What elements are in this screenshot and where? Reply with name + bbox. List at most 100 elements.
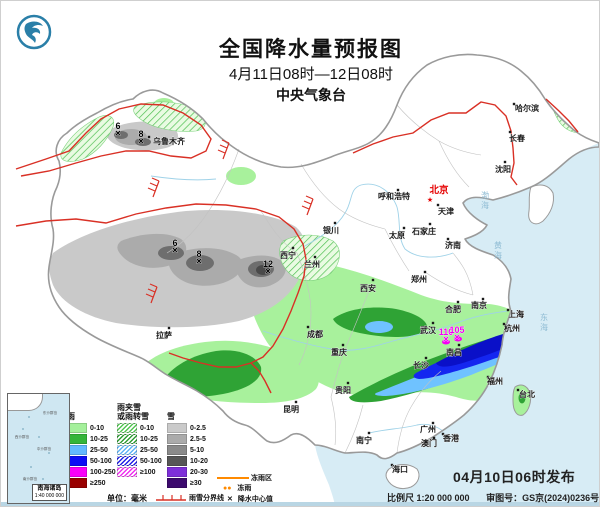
- city-dot: [432, 436, 436, 440]
- city-label: 兰州: [304, 259, 320, 269]
- scale-and-approval: 比例尺 1:20 000 000 审图号：GS京(2024)0236号: [387, 491, 599, 504]
- city-dot: [333, 221, 337, 225]
- center-x-marker: ✕: [443, 335, 450, 344]
- legend: 雨 0-10 10-25 25-50 50-100 100-250 ≥250 雨夹雪 或雨转雪 0…: [59, 403, 311, 505]
- legend-swatch: [67, 423, 87, 433]
- city-dot: [457, 343, 461, 347]
- city-dot: [486, 375, 490, 379]
- legend-item: ≥250: [67, 478, 116, 488]
- center-value: 6: [172, 238, 177, 248]
- city-dot: [390, 463, 394, 467]
- map-title: 全国降水量预报图: [219, 38, 403, 61]
- city-label: 台北: [519, 389, 535, 399]
- legend-swatch: [67, 445, 87, 455]
- cma-logo-icon: [16, 14, 52, 50]
- legend-center-value: ✕ 降水中心值: [227, 496, 273, 503]
- freezing-rain-area-icon: [217, 477, 249, 480]
- legend-item: 20-30: [167, 467, 208, 477]
- city-dot: [367, 431, 371, 435]
- city-dot: [291, 246, 295, 250]
- legend-freezing-rain: ●● 冻雨: [223, 485, 252, 492]
- legend-swatch: [117, 423, 137, 433]
- center-x-marker: ✕: [454, 333, 461, 342]
- sea-label: 东: [540, 312, 548, 322]
- wind-barb-icon: [145, 283, 158, 304]
- city-label: 合肥: [444, 304, 461, 314]
- south-china-sea-inset: 东沙群岛 西沙群岛 中沙群岛 南沙群岛 南海诸岛 1:40 000 000: [7, 393, 70, 504]
- release-time: 04月10日06时发布: [453, 469, 576, 485]
- city-label: 天津: [438, 206, 454, 216]
- center-value: 110: [439, 327, 454, 337]
- inset-island-label: 南沙群岛: [22, 476, 38, 481]
- legend-swatch: [167, 423, 187, 433]
- city-label: 杭州: [504, 323, 520, 333]
- center-x-marker: ✕: [115, 129, 122, 138]
- city-dot: [516, 388, 520, 392]
- legend-item: 0-10: [117, 423, 162, 433]
- city-dot: [396, 188, 400, 192]
- city-label: 海口: [392, 464, 408, 474]
- center-x-marker: ✕: [265, 267, 272, 276]
- legend-item: ≥30: [167, 478, 208, 488]
- wind-barb-icons: [145, 139, 314, 304]
- city-dot: [441, 432, 445, 436]
- city-label: 北京: [429, 184, 449, 196]
- city-label: 长春: [509, 133, 525, 143]
- legend-rain-snow-line: 雨雪分界线: [155, 493, 224, 503]
- center-x-marker: ✕: [172, 246, 179, 255]
- sea-area: [315, 143, 599, 506]
- inset-scale: 1:40 000 000: [34, 493, 64, 499]
- rivers: [150, 175, 508, 434]
- city-dot: [147, 135, 151, 139]
- city-label: 银川: [322, 225, 339, 235]
- inset-caption: 南海诸岛 1:40 000 000: [31, 484, 67, 501]
- center-value: 8: [196, 249, 201, 259]
- city-dot: [423, 270, 427, 274]
- legend-item: 10-25: [67, 434, 116, 444]
- legend-swatch: [167, 445, 187, 455]
- wind-barb-icon: [217, 139, 230, 160]
- inset-island-label: 西沙群岛: [14, 434, 30, 439]
- inset-coastline: [8, 394, 43, 411]
- legend-swatch: [67, 456, 87, 466]
- legend-column: 雨 0-10 10-25 25-50 50-100 100-250 ≥250: [67, 412, 116, 488]
- legend-swatch: [117, 445, 137, 455]
- city-label: 乌鲁木齐: [153, 136, 186, 146]
- city-dot: [431, 321, 435, 325]
- city-label: 郑州: [411, 274, 427, 284]
- sea-label: 渤: [481, 190, 489, 200]
- city-labels: 乌鲁木齐 哈尔滨长春沈阳 ★北京天津 呼和浩特银川太原 石家庄济南郑州西安 西宁兰州合肥南…: [147, 103, 539, 474]
- legend-item-label: 100-250: [90, 468, 116, 476]
- legend-item-label: 25-50: [90, 446, 108, 454]
- legend-freezing-rain-area: 冻雨区: [217, 473, 272, 483]
- legend-column: 雨夹雪 或雨转雪 0-10 10-25 25-50 50-100 ≥100: [117, 403, 162, 477]
- wind-barb-icon: [301, 195, 314, 216]
- legend-swatch: [167, 456, 187, 466]
- city-label: 石家庄: [411, 226, 436, 236]
- inset-island-label: 中沙群岛: [36, 446, 52, 451]
- city-label: 重庆: [331, 347, 347, 357]
- legend-item-label: 50-100: [140, 457, 162, 465]
- legend-item-label: 25-50: [140, 446, 158, 454]
- legend-item-label: 10-25: [90, 435, 108, 443]
- center-value: 105: [449, 325, 464, 335]
- city-label: 昆明: [283, 404, 299, 414]
- city-label: 南宁: [356, 435, 372, 445]
- legend-item-label: 2.5-5: [190, 435, 206, 443]
- legend-item: 10-20: [167, 456, 208, 466]
- legend-item-label: 10-25: [140, 435, 158, 443]
- city-dot: [428, 222, 432, 226]
- center-value: 8: [138, 129, 143, 139]
- city-label: 西安: [360, 283, 376, 293]
- legend-column: 雪 0-2.5 2.5-5 5-10 10-20 20-30 ≥30: [167, 412, 208, 488]
- city-label: 拉萨: [156, 330, 172, 340]
- sea-label: 海: [540, 322, 548, 332]
- legend-item-label: 20-30: [190, 468, 208, 476]
- center-x-marker: ✕: [138, 137, 145, 146]
- city-label: 南昌: [446, 347, 462, 357]
- legend-swatch: [167, 467, 187, 477]
- inset-title: 南海诸岛: [37, 486, 62, 492]
- city-dot: [456, 300, 460, 304]
- legend-item: 50-100: [67, 456, 116, 466]
